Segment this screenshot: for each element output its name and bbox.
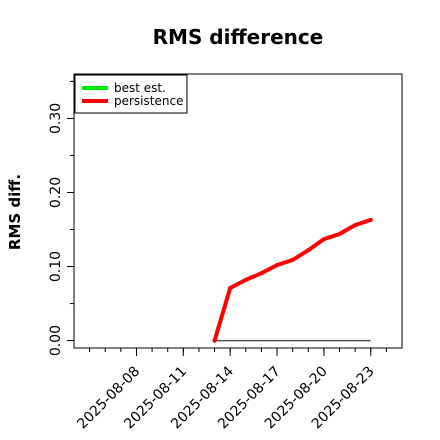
data-point-persistence (275, 263, 280, 268)
chart-title: RMS difference (153, 25, 324, 49)
series-line-persistence (212, 217, 373, 343)
y-tick-label: 0.10 (48, 251, 64, 282)
data-point-persistence (212, 338, 217, 343)
axes-layer: 0.000.100.200.302025-08-082025-08-112025… (48, 80, 387, 432)
y-tick-label: 0.30 (48, 103, 64, 134)
data-point-persistence (337, 231, 342, 236)
data-point-persistence (290, 257, 295, 262)
legend-box (74, 74, 188, 114)
data-point-persistence (243, 277, 248, 282)
data-point-persistence (321, 237, 326, 242)
data-point-persistence (228, 286, 233, 291)
series-layer (212, 217, 373, 343)
data-point-persistence (259, 271, 264, 276)
data-point-persistence (306, 248, 311, 253)
legend-label-persistence: persistence (114, 94, 183, 108)
y-axis-label: RMS diff. (6, 174, 24, 250)
y-tick-label: 0.20 (48, 177, 64, 208)
data-point-persistence (353, 223, 358, 228)
legend-label-best-est: best est. (114, 81, 166, 95)
legend: best est. persistence (74, 74, 188, 114)
data-point-persistence (368, 217, 373, 222)
plot-frame (73, 73, 403, 349)
y-tick-label: 0.00 (48, 325, 64, 356)
